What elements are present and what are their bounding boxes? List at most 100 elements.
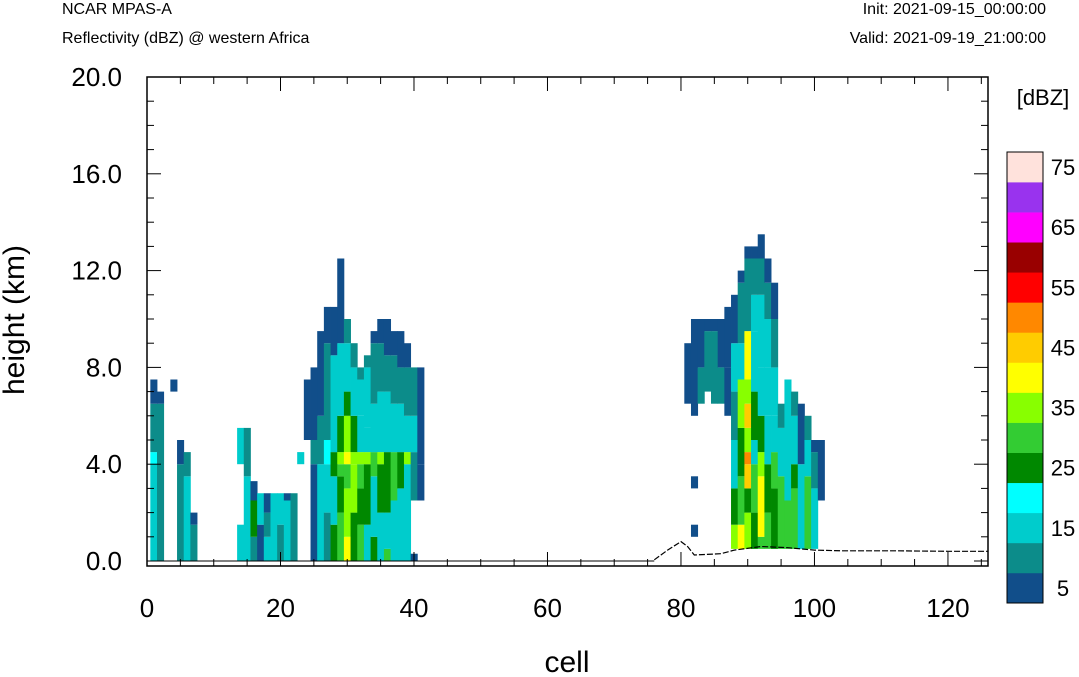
reflectivity-cell bbox=[343, 391, 351, 416]
reflectivity-cell bbox=[771, 282, 779, 319]
reflectivity-cell bbox=[744, 403, 752, 428]
reflectivity-cell bbox=[397, 331, 405, 368]
reflectivity-cell bbox=[811, 440, 819, 453]
reflectivity-cell bbox=[791, 464, 799, 489]
colorbar-swatch bbox=[1007, 392, 1043, 423]
colorbar-frame bbox=[1006, 151, 1044, 604]
colorbar-swatch bbox=[1007, 482, 1043, 514]
reflectivity-cell bbox=[737, 282, 745, 344]
reflectivity-cell bbox=[757, 367, 765, 416]
y-tick-label: 16.0 bbox=[71, 159, 122, 189]
colorbar-swatch bbox=[1007, 242, 1043, 273]
terrain-line bbox=[653, 540, 988, 561]
reflectivity-cell bbox=[744, 464, 752, 489]
reflectivity-cell bbox=[731, 391, 739, 440]
reflectivity-cell bbox=[343, 452, 351, 465]
reflectivity-cell bbox=[323, 512, 331, 561]
reflectivity-cell bbox=[350, 512, 358, 561]
reflectivity-cell bbox=[744, 258, 752, 332]
reflectivity-cell bbox=[343, 536, 351, 561]
reflectivity-cell bbox=[397, 367, 405, 404]
reflectivity-cell bbox=[403, 464, 412, 501]
reflectivity-cell bbox=[417, 464, 425, 501]
reflectivity-cell bbox=[357, 452, 365, 465]
reflectivity-cell bbox=[744, 379, 752, 404]
reflectivity-cell bbox=[390, 331, 398, 356]
reflectivity-cell bbox=[383, 355, 392, 392]
reflectivity-cell bbox=[690, 476, 699, 489]
reflectivity-cell bbox=[797, 500, 805, 549]
plot-title: Reflectivity (dBZ) @ western Africa bbox=[62, 30, 310, 47]
reflectivity-cell bbox=[804, 440, 812, 477]
reflectivity-cell bbox=[390, 452, 398, 501]
reflectivity-cell bbox=[350, 464, 358, 513]
reflectivity-cell bbox=[283, 493, 291, 501]
reflectivity-cell bbox=[363, 524, 371, 561]
reflectivity-cell bbox=[383, 319, 392, 356]
reflectivity-cell bbox=[804, 476, 812, 549]
reflectivity-cell bbox=[357, 367, 365, 380]
reflectivity-cell bbox=[323, 464, 331, 513]
reflectivity-cell bbox=[310, 464, 318, 561]
reflectivity-cell bbox=[337, 512, 345, 561]
reflectivity-cell bbox=[243, 476, 251, 561]
reflectivity-cell bbox=[704, 319, 712, 332]
reflectivity-cell bbox=[377, 452, 385, 465]
colorbar-tick-label: 15 bbox=[1051, 516, 1075, 541]
reflectivity-cell bbox=[744, 452, 752, 465]
reflectivity-cell bbox=[257, 493, 265, 525]
x-tick-label: 0 bbox=[140, 593, 154, 623]
y-tick-label: 8.0 bbox=[86, 352, 122, 382]
y-tick-label: 4.0 bbox=[86, 449, 122, 479]
reflectivity-cell bbox=[250, 536, 258, 561]
reflectivity-cell bbox=[330, 524, 338, 561]
reflectivity-cell bbox=[771, 452, 779, 489]
reflectivity-cell bbox=[343, 464, 351, 489]
reflectivity-cell bbox=[737, 343, 745, 380]
reflectivity-cell bbox=[403, 343, 412, 368]
reflectivity-cell bbox=[190, 512, 198, 525]
reflectivity-cell bbox=[737, 270, 745, 283]
reflectivity-cell bbox=[771, 415, 779, 453]
colorbar: 5 15 25 35 45 55 65 75 bbox=[1006, 151, 1075, 604]
reflectivity-cell bbox=[731, 440, 739, 489]
reflectivity-cell bbox=[410, 367, 418, 416]
reflectivity-cell bbox=[237, 427, 245, 465]
reflectivity-cell bbox=[744, 427, 752, 453]
plot-area bbox=[146, 76, 989, 567]
reflectivity-cell bbox=[764, 258, 772, 283]
reflectivity-cell bbox=[731, 294, 739, 344]
colorbar-swatch bbox=[1007, 152, 1043, 183]
colorbar-swatch bbox=[1007, 362, 1043, 393]
reflectivity-cell bbox=[337, 343, 345, 416]
reflectivity-cell bbox=[157, 403, 165, 561]
reflectivity-cell bbox=[397, 403, 405, 453]
reflectivity-cell bbox=[403, 500, 412, 561]
reflectivity-cell bbox=[731, 343, 739, 392]
reflectivity-cell bbox=[690, 524, 699, 537]
reflectivity-cell bbox=[797, 403, 805, 465]
x-tick-label: 120 bbox=[926, 593, 969, 623]
reflectivity-cell bbox=[237, 524, 245, 561]
colorbar-unit-label: [dBZ] bbox=[1017, 85, 1070, 110]
colorbar-tick-label: 75 bbox=[1051, 155, 1075, 180]
reflectivity-cell bbox=[751, 391, 759, 440]
reflectivity-cell bbox=[323, 343, 331, 440]
reflectivity-cell bbox=[337, 258, 345, 344]
reflectivity-cell bbox=[704, 331, 712, 392]
colorbar-swatch bbox=[1007, 512, 1043, 544]
reflectivity-cell bbox=[310, 440, 318, 465]
reflectivity-cell bbox=[263, 512, 271, 537]
colorbar-tick-label: 55 bbox=[1051, 275, 1075, 300]
y-axis-label: height (km) bbox=[0, 245, 31, 395]
reflectivity-cell bbox=[390, 500, 398, 561]
y-tick-labels: 0.0 4.0 8.0 12.0 16.0 20.0 bbox=[71, 62, 122, 576]
reflectivity-cell bbox=[303, 379, 311, 440]
reflectivity-cell bbox=[403, 452, 412, 465]
reflectivity-cell bbox=[263, 536, 271, 561]
reflectivity-cell bbox=[757, 234, 765, 259]
reflectivity-cell bbox=[791, 415, 799, 465]
reflectivity-cell bbox=[323, 440, 331, 465]
colorbar-swatch bbox=[1007, 332, 1043, 363]
reflectivity-cell bbox=[737, 379, 745, 428]
